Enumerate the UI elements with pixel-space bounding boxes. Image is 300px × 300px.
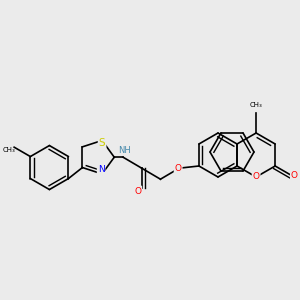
Text: O: O (134, 187, 141, 196)
Text: NH: NH (118, 146, 130, 155)
Text: CH₃: CH₃ (250, 102, 262, 108)
Text: O: O (253, 172, 260, 182)
Text: CH₃: CH₃ (3, 147, 16, 153)
Text: O: O (291, 171, 298, 180)
Text: O: O (175, 164, 182, 173)
Text: S: S (99, 139, 105, 148)
Text: N: N (98, 165, 104, 174)
